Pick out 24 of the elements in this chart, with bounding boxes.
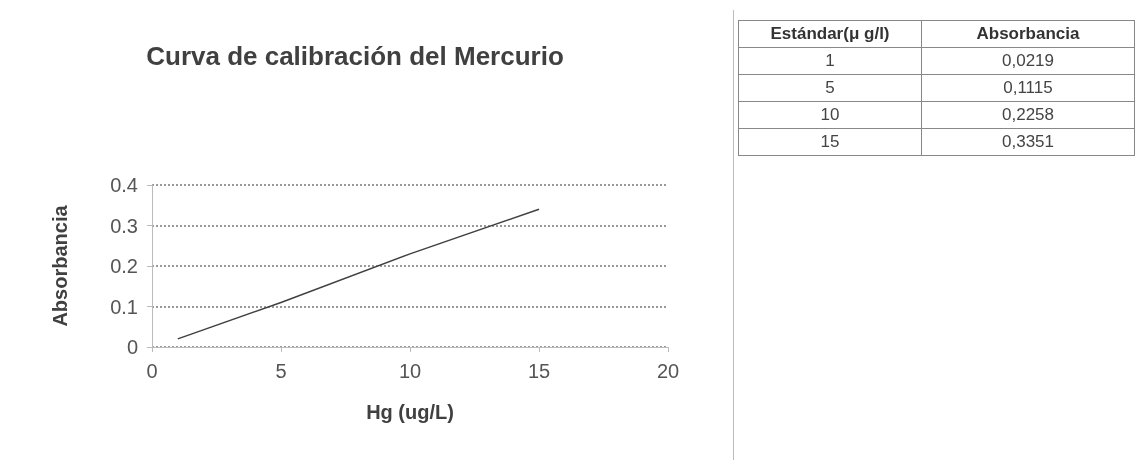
- x-axis-title: Hg (ug/L): [366, 401, 454, 423]
- x-tick-label: 15: [527, 360, 551, 382]
- line-series: [177, 208, 540, 340]
- y-tick-label: 0.1: [110, 295, 138, 318]
- text: 0,2258: [921, 101, 1135, 129]
- x-tick-label: 0: [146, 360, 158, 382]
- text: 5: [738, 74, 922, 102]
- y-tick-label: 0: [126, 336, 138, 358]
- x-tick-label: 20: [656, 360, 680, 382]
- y-tick-label: 0.2: [110, 255, 138, 277]
- chart-title: Curva de calibración del Mercurio: [146, 41, 564, 71]
- text: 15: [738, 128, 922, 156]
- x-tick-label: 5: [275, 360, 287, 382]
- y-tick-label: 0.4: [110, 174, 138, 196]
- y-axis-title: Absorbancia: [49, 204, 71, 327]
- text: 0,3351: [921, 128, 1135, 156]
- text: 0,0219: [921, 47, 1135, 75]
- text: 10: [738, 101, 922, 129]
- text: Estándar(μ g/l): [738, 20, 922, 48]
- text: 0,1115: [921, 74, 1135, 102]
- text: Absorbancia: [921, 20, 1135, 48]
- y-tick-label: 0.3: [110, 214, 138, 237]
- text: 1: [738, 47, 922, 75]
- x-tick-label: 10: [398, 360, 422, 382]
